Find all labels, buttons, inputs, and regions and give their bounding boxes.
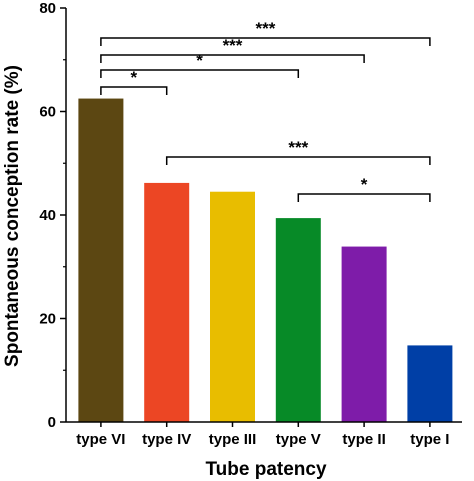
bar-type-v	[275, 218, 321, 422]
significance-bracket	[100, 54, 365, 63]
y-tick-label: 40	[39, 207, 56, 224]
significance-label: ***	[255, 19, 275, 38]
significance-label: *	[130, 68, 137, 87]
x-tick-label: type IV	[142, 431, 191, 448]
y-tick-label: 20	[39, 311, 56, 328]
significance-bracket	[100, 37, 431, 46]
y-tick-label: 60	[39, 104, 56, 121]
significance-label: *	[196, 51, 203, 70]
significance-label: ***	[223, 36, 243, 55]
bar-type-vi	[78, 98, 124, 422]
significance-label: *	[361, 175, 368, 194]
y-tick-label: 80	[39, 0, 56, 17]
x-tick-label: type III	[209, 431, 257, 448]
significance-label: ***	[288, 138, 308, 157]
significance-bracket	[100, 69, 300, 78]
x-tick-label: type V	[276, 431, 321, 448]
x-axis: type VI type IV type III type V type II type …	[66, 421, 462, 448]
significance-bracket	[100, 86, 168, 95]
y-tick-label: 0	[48, 414, 56, 431]
bars	[78, 98, 453, 422]
bar-type-ii	[341, 246, 387, 422]
x-tick-label: type I	[410, 431, 449, 448]
y-axis: 0 20 40 60 80	[39, 0, 67, 431]
bar-type-i	[407, 345, 453, 422]
bar-type-iii	[210, 191, 255, 422]
y-axis-title: Spontaneous conception rate (%)	[2, 65, 23, 367]
bar-type-iv	[144, 182, 190, 422]
significance-bracket	[297, 193, 431, 202]
significance-bracket	[165, 156, 431, 165]
x-tick-label: type II	[342, 431, 385, 448]
x-axis-title: Tube patency	[205, 459, 326, 480]
significance-brackets: ************	[100, 19, 431, 202]
x-tick-label: type VI	[76, 431, 125, 448]
